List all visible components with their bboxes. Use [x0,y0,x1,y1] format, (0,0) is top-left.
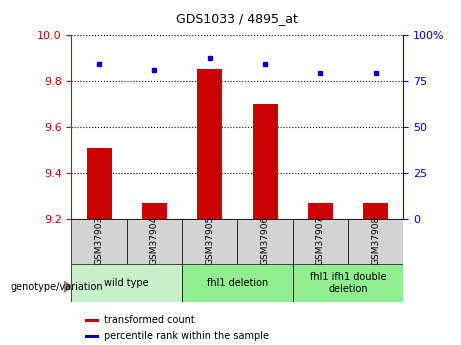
Text: genotype/variation: genotype/variation [10,282,103,292]
Bar [142,203,167,219]
Text: GSM37905: GSM37905 [205,216,214,265]
Bar [71,219,127,264]
Bar [71,264,182,302]
Text: GSM37903: GSM37903 [95,216,104,265]
Text: GSM37904: GSM37904 [150,216,159,265]
Bar [293,264,403,302]
Bar [237,219,293,264]
Bar [293,219,348,264]
Bar [348,219,403,264]
Text: transformed count: transformed count [104,315,195,325]
Text: GSM37908: GSM37908 [371,216,380,265]
Text: wild type: wild type [105,278,149,288]
Bar [85,335,99,338]
Text: GDS1033 / 4895_at: GDS1033 / 4895_at [177,12,298,25]
Text: GSM37906: GSM37906 [260,216,270,265]
Text: percentile rank within the sample: percentile rank within the sample [104,331,269,341]
Bar [182,219,237,264]
Polygon shape [64,281,72,293]
Bar [308,203,333,219]
Bar [363,203,388,219]
Bar [253,104,278,219]
Text: fhl1 ifh1 double
deletion: fhl1 ifh1 double deletion [310,272,386,294]
Bar [87,148,112,219]
Text: GSM37907: GSM37907 [316,216,325,265]
Text: fhl1 deletion: fhl1 deletion [207,278,268,288]
Bar [197,69,222,219]
Bar [182,264,293,302]
Bar [127,219,182,264]
Bar [85,319,99,322]
